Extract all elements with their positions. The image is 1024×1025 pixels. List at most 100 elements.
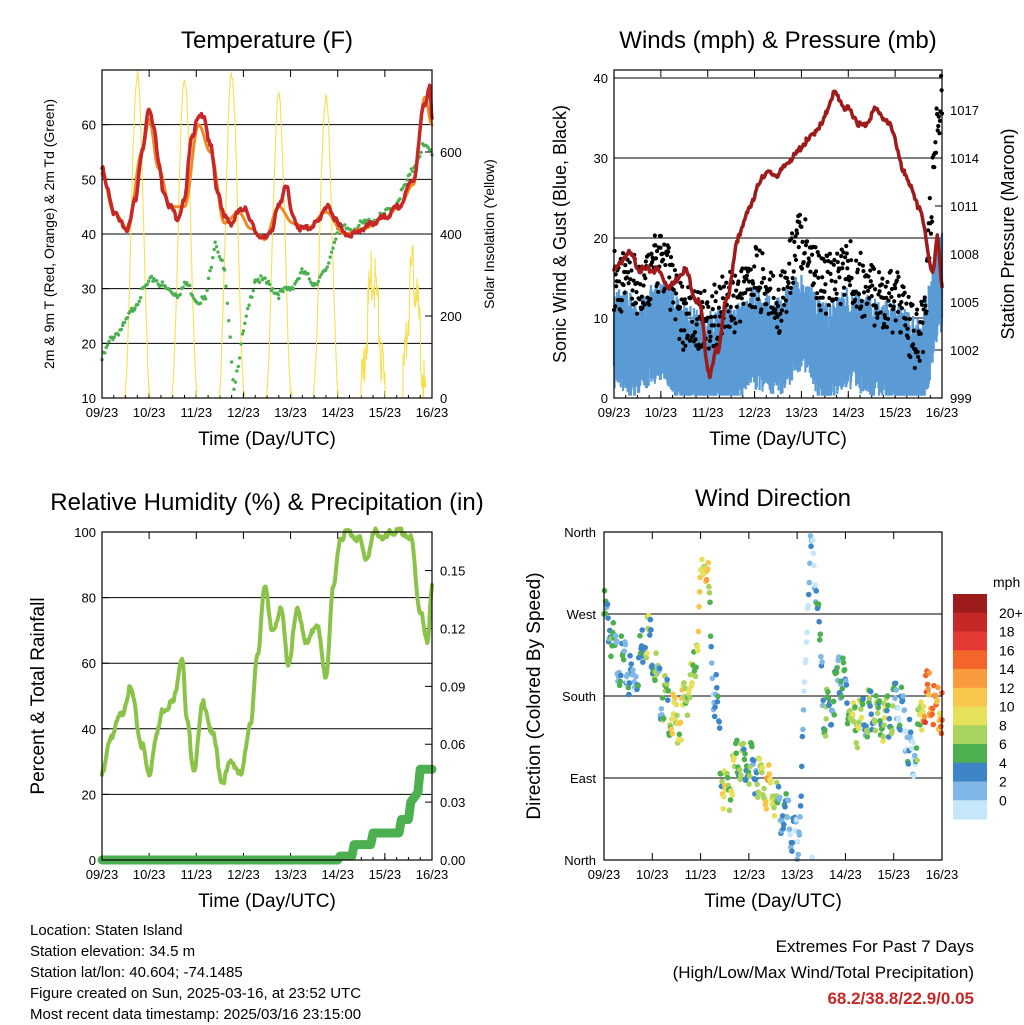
gust-point	[783, 298, 788, 303]
gust-point	[748, 267, 753, 272]
direction-point	[705, 559, 712, 566]
direction-point	[786, 826, 793, 832]
wind-y2tick-label: 1008	[950, 247, 979, 262]
gust-point	[619, 298, 624, 303]
dewpoint-point	[206, 276, 211, 281]
gust-point	[849, 275, 854, 281]
gust-point	[823, 311, 829, 316]
colorbar-label: 8	[999, 717, 1007, 733]
gust-point	[643, 259, 648, 264]
direction-point	[734, 737, 740, 744]
wind-xtick-label: 16/23	[926, 405, 959, 420]
gust-point	[845, 266, 850, 271]
gust-point	[875, 315, 880, 320]
gust-point	[638, 282, 643, 287]
rh-xtick-label: 14/23	[321, 867, 354, 882]
direction-point	[920, 708, 926, 715]
gust-point	[758, 285, 763, 290]
direction-point	[844, 720, 851, 727]
gust-point	[857, 261, 862, 267]
gust-point	[717, 314, 723, 319]
dewpoint-point	[256, 277, 260, 282]
direction-point	[934, 697, 941, 703]
direction-point	[668, 726, 675, 732]
dewpoint-point	[291, 287, 296, 291]
direction-point	[907, 729, 914, 736]
gust-point	[776, 287, 781, 292]
gust-point	[890, 330, 895, 335]
dewpoint-point	[259, 274, 263, 278]
dewpoint-point	[297, 276, 301, 281]
direction-point	[699, 556, 705, 563]
dewpoint-point	[185, 281, 189, 285]
gust-point	[862, 313, 867, 318]
gust-point	[764, 302, 769, 307]
direction-point	[716, 718, 722, 725]
direction-point	[708, 660, 715, 666]
direction-point	[816, 618, 822, 625]
gust-point	[891, 304, 896, 309]
gust-point	[658, 245, 663, 250]
gust-point	[623, 262, 628, 268]
gust-point	[672, 268, 678, 273]
solar-insolation-line	[123, 70, 151, 399]
gust-point	[883, 284, 888, 289]
rh-xtick-label: 09/23	[86, 867, 119, 882]
direction-point	[776, 794, 783, 801]
dewpoint-point	[250, 295, 254, 299]
direction-point	[626, 680, 633, 686]
direction-point	[618, 672, 624, 679]
direction-point	[893, 687, 900, 693]
solar-insolation-line	[399, 244, 427, 399]
dewpoint-point	[190, 294, 195, 298]
gust-point	[804, 239, 810, 244]
gust-point	[788, 285, 794, 291]
dewpoint-point	[137, 299, 141, 304]
gust-point	[827, 295, 832, 301]
direction-point	[740, 740, 747, 747]
gust-point	[704, 318, 709, 324]
direction-point	[872, 727, 879, 734]
dewpoint-point	[217, 254, 222, 259]
temp-ytick-label: 40	[82, 227, 96, 242]
gust-point	[747, 279, 752, 284]
dewpoint-point	[233, 380, 238, 384]
gust-point	[762, 291, 767, 296]
gust-point	[682, 297, 687, 302]
direction-point	[664, 697, 671, 703]
gust-point	[640, 305, 645, 311]
rh-ytick-label: 80	[82, 591, 96, 606]
direction-point	[763, 806, 770, 812]
direction-point	[899, 697, 906, 704]
dewpoint-point	[146, 279, 151, 283]
rh-plot-border	[101, 531, 433, 861]
dewpoint-point	[263, 276, 267, 280]
gust-point	[773, 307, 778, 312]
gust-point	[748, 287, 753, 292]
gust-point	[705, 300, 710, 305]
direction-point	[628, 661, 635, 667]
direction-point	[871, 719, 878, 725]
colorbar-swatch	[953, 725, 987, 745]
direction-point	[880, 738, 886, 744]
direction-point	[905, 761, 912, 767]
gust-point	[888, 268, 893, 274]
gust-point	[814, 295, 819, 301]
wind-title: Winds (mph) & Pressure (mb)	[619, 27, 936, 54]
direction-point	[866, 695, 873, 701]
colorbar-label: 12	[999, 680, 1015, 696]
gust-point	[865, 288, 871, 293]
direction-point	[738, 772, 744, 778]
gust-point	[833, 279, 838, 284]
gust-point	[915, 349, 920, 354]
dewpoint-point	[316, 279, 321, 284]
dewpoint-point	[212, 247, 216, 252]
direction-point	[746, 773, 753, 779]
dewpoint-point	[231, 378, 235, 382]
gust-point	[840, 266, 845, 271]
direction-point	[843, 677, 849, 684]
wind-ytick-label: 30	[594, 151, 608, 166]
gust-point	[844, 243, 849, 249]
gust-point	[797, 212, 803, 217]
gust-point	[927, 196, 932, 201]
